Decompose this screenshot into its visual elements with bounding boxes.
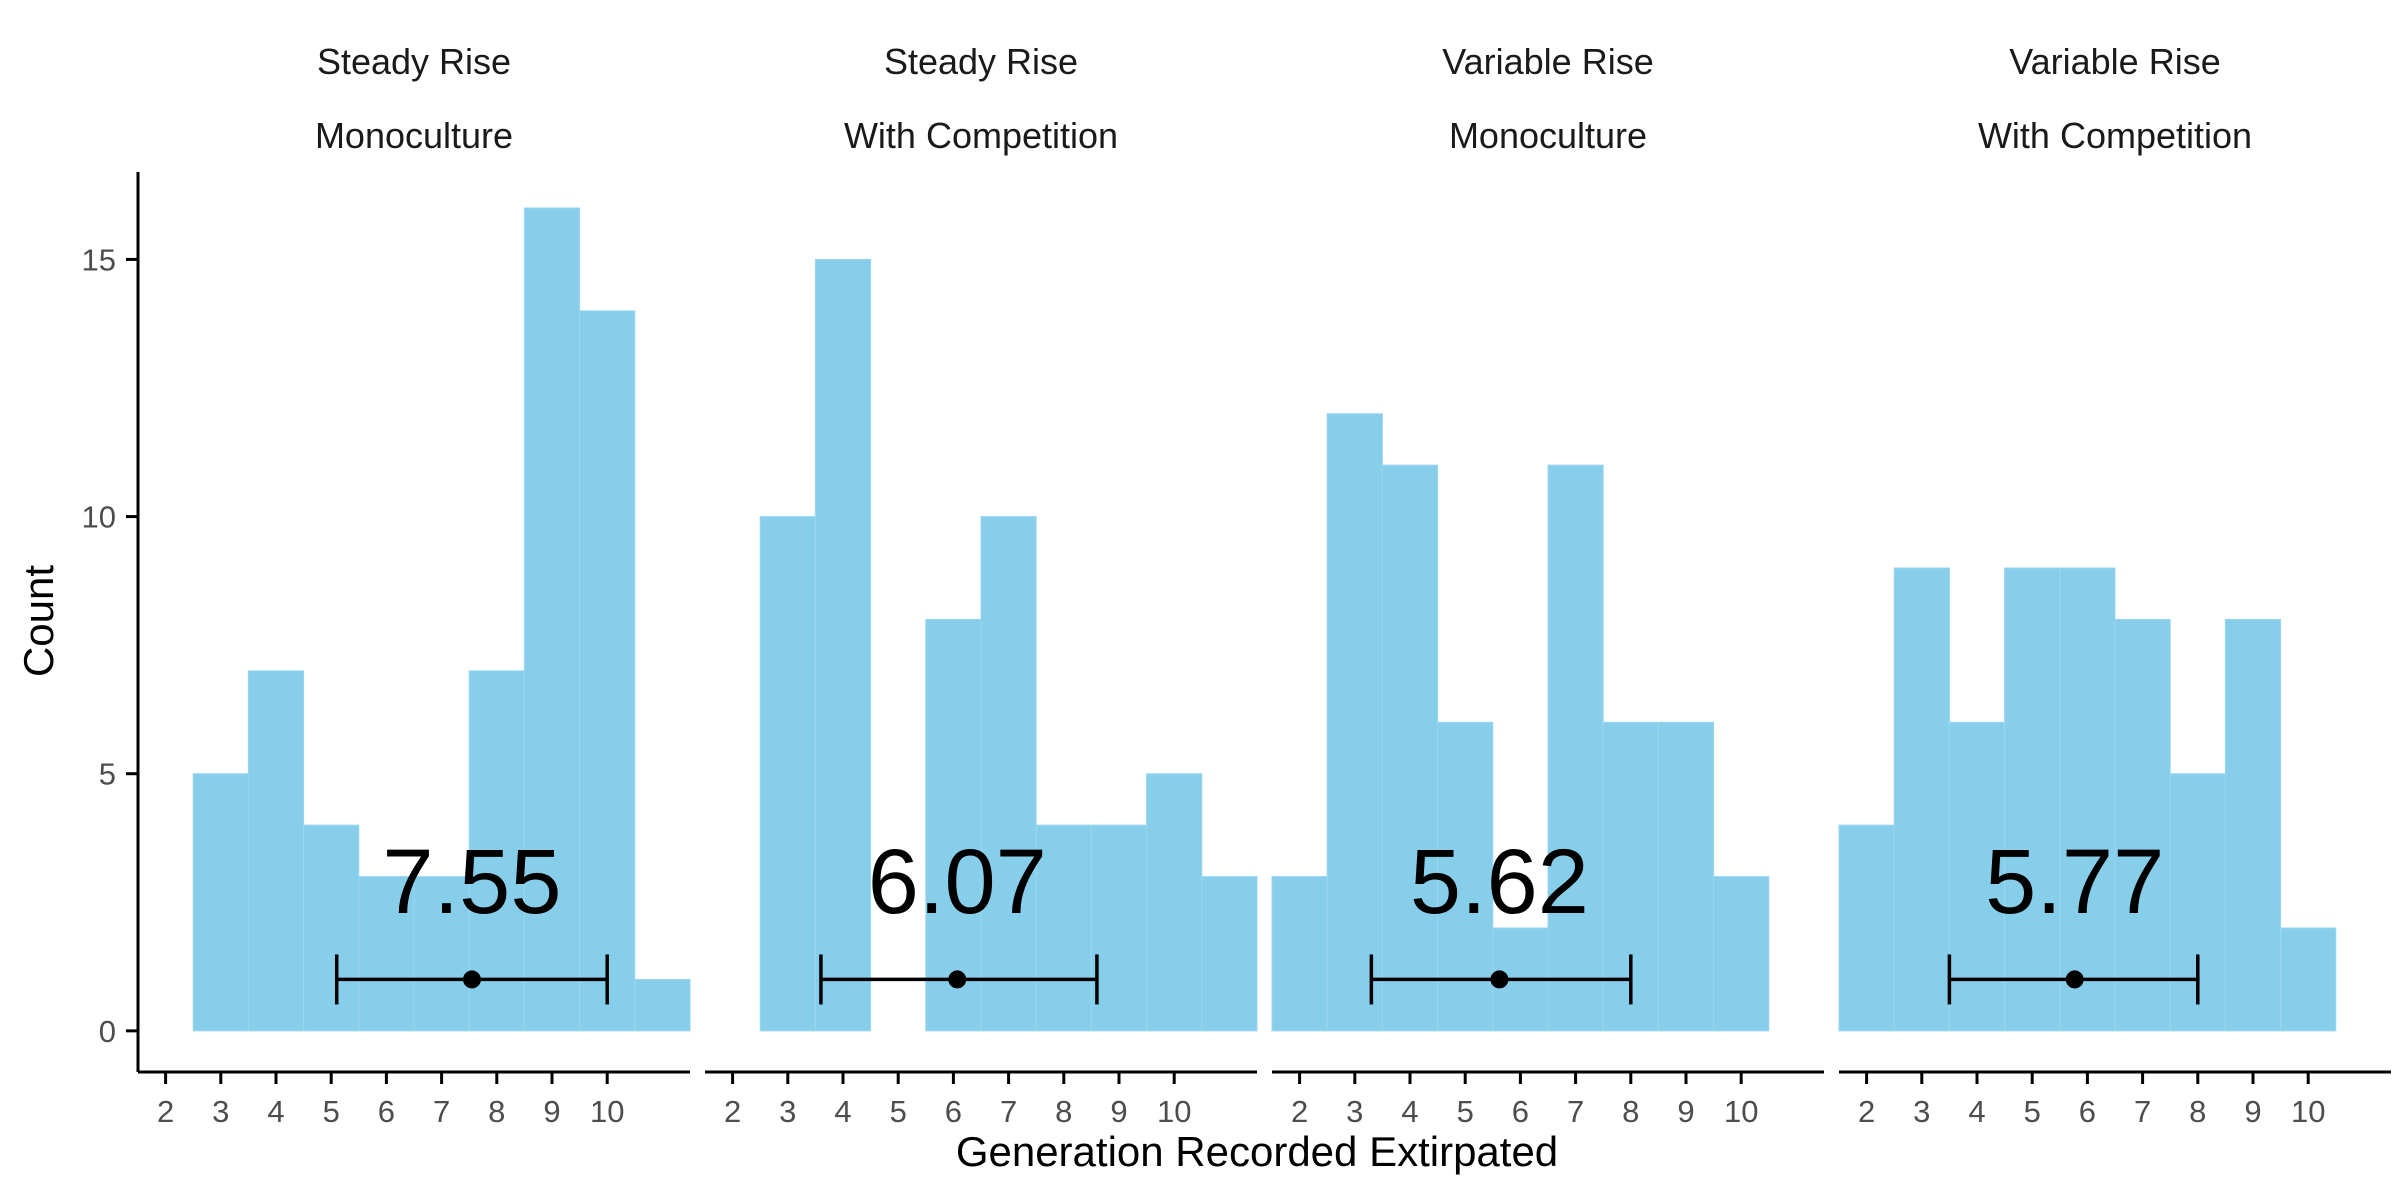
histogram-bar: [1893, 567, 1950, 1032]
facet-panel: Variable Rise With Competition 2 3 4 5 6 7 8 9 10 5…: [1838, 41, 2391, 1129]
histogram-bar: [2224, 618, 2282, 1032]
histogram-bar: [1713, 876, 1770, 1032]
mean-point: [462, 970, 481, 989]
histogram-bar: [980, 516, 1037, 1032]
facet-panel: Steady Rise With Competition 2 3 4 5 6 7 8 9 10 6.0…: [705, 41, 1258, 1129]
y-axis: 0 5 10 15: [82, 172, 140, 1072]
histogram-bar: [2059, 567, 2116, 1032]
x-tick-label: 7: [433, 1094, 450, 1129]
histogram-bar: [2114, 618, 2171, 1032]
x-tick-label: 6: [1512, 1094, 1529, 1129]
x-tick-label: 3: [1913, 1094, 1930, 1129]
x-tick-label: 10: [1157, 1094, 1191, 1129]
x-tick-label: 6: [378, 1094, 395, 1129]
x-tick-label: 6: [945, 1094, 962, 1129]
histogram-bar: [1381, 464, 1439, 1032]
x-tick-label: 10: [1724, 1094, 1758, 1129]
x-tick-label: 8: [2189, 1094, 2206, 1129]
x-tick-label: 2: [1858, 1094, 1875, 1129]
x-tick-label: 5: [890, 1094, 907, 1129]
x-tick-label: 8: [488, 1094, 505, 1129]
histogram-bar: [1146, 773, 1203, 1032]
histogram-bar: [192, 773, 249, 1032]
facet-panel: Variable Rise Monoculture 2 3 4 5 6 7 8 9 10 5.62: [1271, 41, 1824, 1129]
x-tick-label: 8: [1622, 1094, 1639, 1129]
facet-panel: Steady Rise Monoculture 2 3 4 5 6 7 8 9 10 7.55: [138, 41, 691, 1129]
histogram-bar: [523, 207, 581, 1032]
x-tick-label: 9: [1110, 1094, 1127, 1129]
mean-value-label: 5.62: [1410, 831, 1589, 933]
x-tick-label: 10: [590, 1094, 624, 1129]
y-axis-title: Count: [15, 565, 62, 677]
facet-title-line1: Steady Rise: [884, 41, 1078, 82]
facet-title-line2: With Competition: [844, 115, 1118, 156]
x-tick-label: 7: [1000, 1094, 1017, 1129]
x-tick-label: 8: [1055, 1094, 1072, 1129]
facet-title-line2: With Competition: [1978, 115, 2252, 156]
x-tick-label: 3: [779, 1094, 796, 1129]
y-tick-label: 5: [99, 757, 116, 792]
x-tick-label: 4: [834, 1094, 851, 1129]
x-tick-label: 6: [2079, 1094, 2096, 1129]
mean-value-label: 7.55: [382, 831, 561, 933]
histogram-bar: [303, 824, 360, 1032]
mean-point: [948, 970, 967, 989]
mean-point: [2065, 970, 2084, 989]
mean-point: [1490, 970, 1509, 989]
y-tick-label: 10: [82, 500, 116, 535]
histogram-bar: [1201, 876, 1258, 1032]
facet-title-line1: Steady Rise: [317, 41, 511, 82]
histogram-bar: [579, 310, 636, 1032]
x-tick-label: 4: [267, 1094, 284, 1129]
x-tick-label: 3: [1346, 1094, 1363, 1129]
x-tick-label: 4: [1968, 1094, 1985, 1129]
y-tick-label: 0: [99, 1014, 116, 1049]
x-tick-label: 7: [1567, 1094, 1584, 1129]
x-tick-label: 9: [2244, 1094, 2261, 1129]
histogram-bar: [925, 618, 982, 1032]
facet-title-line2: Monoculture: [315, 115, 513, 156]
histogram-bar: [634, 978, 691, 1032]
histogram-bar: [1090, 824, 1148, 1032]
histogram-bar: [1547, 464, 1604, 1032]
x-tick-label: 9: [543, 1094, 560, 1129]
histogram-bar: [1657, 721, 1715, 1032]
histogram-bar: [2004, 567, 2061, 1032]
facet-title-line1: Variable Rise: [2009, 41, 2220, 82]
x-tick-label: 2: [1291, 1094, 1308, 1129]
x-tick-label: 9: [1677, 1094, 1694, 1129]
mean-value-label: 5.77: [1985, 831, 2164, 933]
x-tick-label: 3: [212, 1094, 229, 1129]
x-tick-label: 10: [2291, 1094, 2325, 1129]
histogram-bar: [468, 670, 525, 1032]
x-tick-label: 5: [323, 1094, 340, 1129]
facet-title-line2: Monoculture: [1449, 115, 1647, 156]
histogram-bar: [814, 258, 872, 1032]
histogram-bar: [759, 516, 816, 1032]
x-tick-label: 2: [724, 1094, 741, 1129]
histogram-bar: [1271, 876, 1328, 1032]
histogram-bar: [358, 876, 415, 1032]
histogram-bar: [2280, 927, 2337, 1032]
x-tick-label: 4: [1401, 1094, 1418, 1129]
x-axis-title: Generation Recorded Extirpated: [956, 1128, 1558, 1175]
x-tick-label: 2: [157, 1094, 174, 1129]
histogram-bar: [1326, 413, 1383, 1032]
facet-title-line1: Variable Rise: [1442, 41, 1653, 82]
mean-value-label: 6.07: [868, 831, 1047, 933]
histogram-bar: [247, 670, 305, 1032]
x-tick-label: 5: [1457, 1094, 1474, 1129]
x-tick-label: 7: [2134, 1094, 2151, 1129]
y-tick-label: 15: [82, 242, 116, 277]
x-tick-label: 5: [2024, 1094, 2041, 1129]
histogram-bar: [413, 876, 470, 1032]
histogram-bar: [1838, 824, 1895, 1032]
